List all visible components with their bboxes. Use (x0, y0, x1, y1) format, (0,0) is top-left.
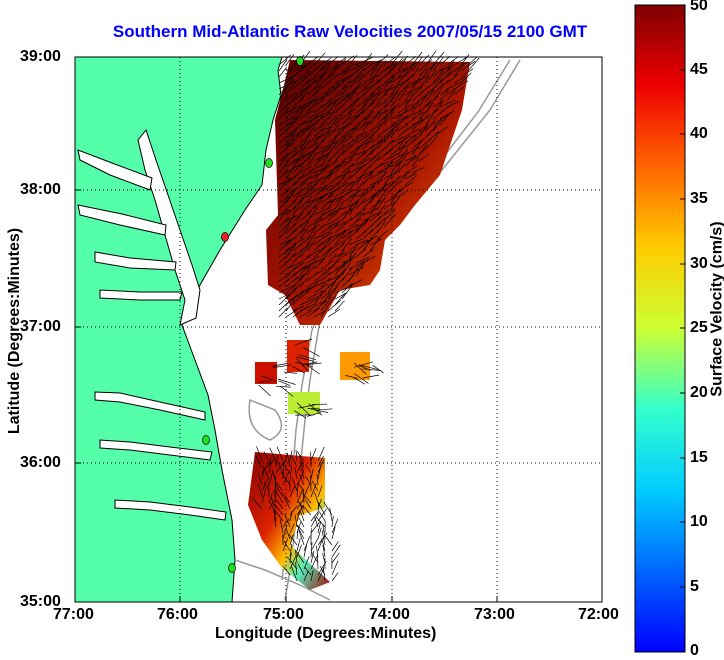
y-tick-label: 36:00 (20, 454, 61, 472)
colorbar-tick-label: 35 (690, 190, 708, 208)
x-tick-label: 76:00 (157, 606, 198, 624)
y-tick-label: 39:00 (20, 48, 61, 66)
y-axis-label: Latitude (Degrees:Minutes) (6, 228, 24, 434)
colorbar-tick-label: 50 (690, 0, 708, 15)
colorbar-tick-label: 5 (690, 578, 699, 596)
x-tick-label: 73:00 (474, 606, 515, 624)
colorbar (635, 5, 685, 652)
velocity-patch-blob-3 (340, 352, 370, 380)
station-marker (203, 436, 210, 445)
colorbar-tick-label: 45 (690, 61, 708, 79)
x-tick-label: 75:00 (263, 606, 304, 624)
y-tick-label: 38:00 (20, 181, 61, 199)
colorbar-tick-label: 30 (690, 255, 708, 273)
colorbar-tick-label: 25 (690, 319, 708, 337)
velocity-arrow (283, 468, 284, 479)
x-tick-label: 77:00 (53, 606, 94, 624)
station-marker (297, 57, 304, 66)
x-axis-label: Longitude (Degrees:Minutes) (215, 625, 436, 643)
station-marker (229, 564, 236, 573)
colorbar-tick-label: 10 (690, 513, 708, 531)
velocity-patch-blob-2 (287, 340, 309, 372)
colorbar-tick-label: 20 (690, 384, 708, 402)
velocity-arrow (318, 502, 319, 515)
colorbar-tick-label: 40 (690, 125, 708, 143)
x-tick-label: 74:00 (369, 606, 410, 624)
x-tick-label: 72:00 (578, 606, 619, 624)
colorbar-label: Surface Velocity (cm/s) (709, 221, 724, 396)
colorbar-tick-label: 15 (690, 449, 708, 467)
station-marker (222, 233, 229, 242)
colorbar-tick-label: 0 (690, 642, 699, 660)
y-tick-label: 37:00 (20, 318, 61, 336)
station-marker (266, 159, 273, 168)
map-title: Southern Mid-Atlantic Raw Velocities 200… (60, 22, 640, 42)
velocity-patch-blob-4 (288, 392, 320, 414)
